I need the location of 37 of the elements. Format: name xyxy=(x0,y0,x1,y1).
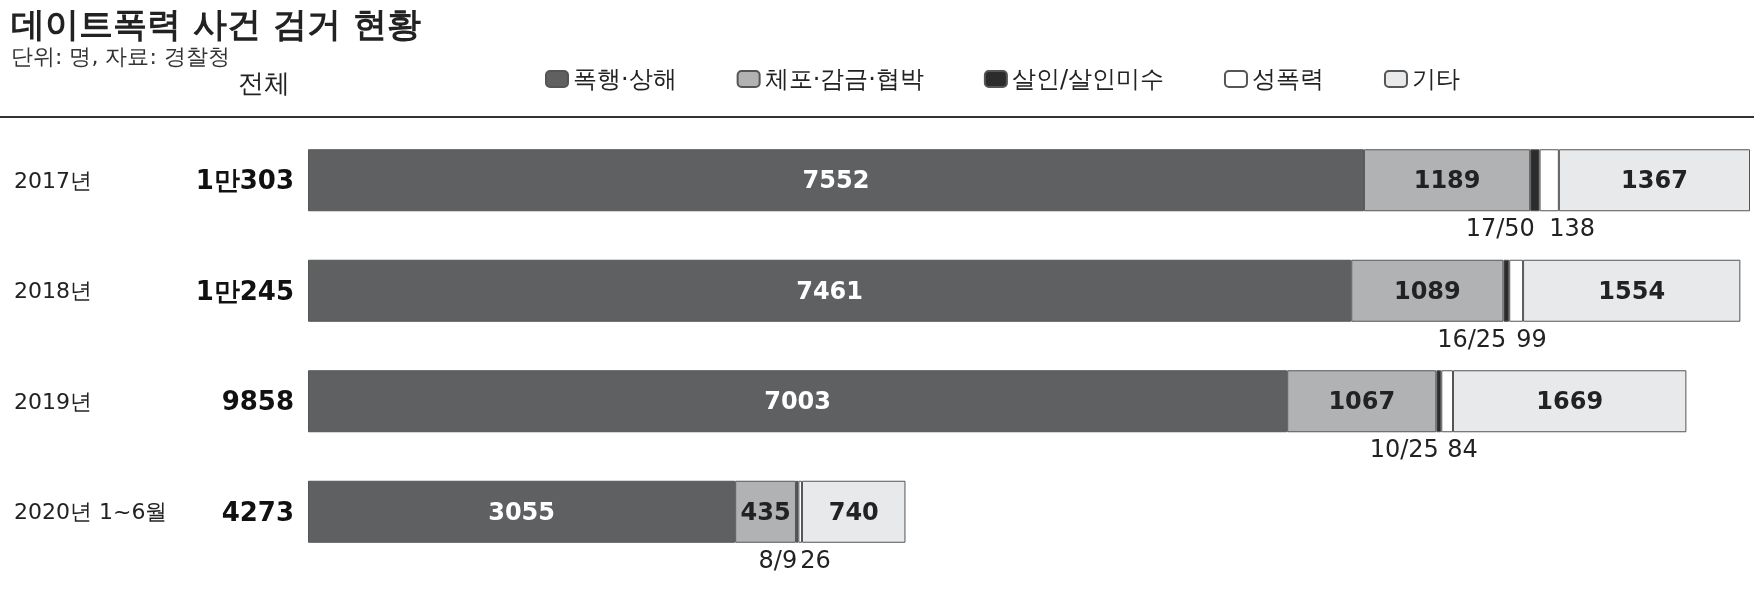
data-label: 1067 xyxy=(1328,387,1396,416)
data-label: 7461 xyxy=(796,276,864,305)
legend-label: 성폭력 xyxy=(1251,65,1324,93)
data-label: 17/50 xyxy=(1465,214,1535,243)
text: 전체 xyxy=(238,68,290,98)
data-label: 435 xyxy=(740,497,791,526)
bar xyxy=(802,480,906,543)
data-label: 1367 xyxy=(1621,166,1688,195)
data-label: 99 xyxy=(1516,324,1547,353)
data-label: 10/25 xyxy=(1369,435,1439,464)
data-label: 7552 xyxy=(802,166,870,195)
data-label: 1669 xyxy=(1536,387,1604,416)
data-label: 1089 xyxy=(1393,276,1461,305)
data-label: 740 xyxy=(828,497,879,526)
legend-label: 기타 xyxy=(1411,65,1460,93)
y-tick-label: 2019년 xyxy=(14,388,92,414)
total-label: 1만303 xyxy=(195,165,294,196)
legend-label: 폭행·상해 xyxy=(573,65,677,93)
data-label: 1189 xyxy=(1413,166,1481,195)
data-label: 8/9 xyxy=(758,545,798,574)
data-label: 7003 xyxy=(764,387,831,416)
data-label: 138 xyxy=(1549,214,1596,243)
data-label: 84 xyxy=(1447,435,1478,464)
chart-title: 데이트폭력 사건 검거 현황 xyxy=(11,4,421,44)
y-tick-label: 2020년 1~6월 xyxy=(14,499,168,525)
y-tick-label: 2018년 xyxy=(14,278,92,304)
text: 단위: 명, 자료: 경찰청 xyxy=(11,43,230,69)
y-tick-label: 2017년 xyxy=(14,167,92,193)
total-label: 9858 xyxy=(221,386,294,417)
total-label: 1만245 xyxy=(195,275,294,306)
total-label: 4273 xyxy=(221,496,294,527)
data-label: 26 xyxy=(800,545,831,574)
data-label: 16/25 xyxy=(1437,324,1507,353)
data-label: 3055 xyxy=(488,497,555,526)
data-label: 1554 xyxy=(1598,276,1666,305)
legend-label: 체포·감금·협박 xyxy=(764,65,924,93)
legend-label: 살인/살인미수 xyxy=(1011,65,1164,93)
